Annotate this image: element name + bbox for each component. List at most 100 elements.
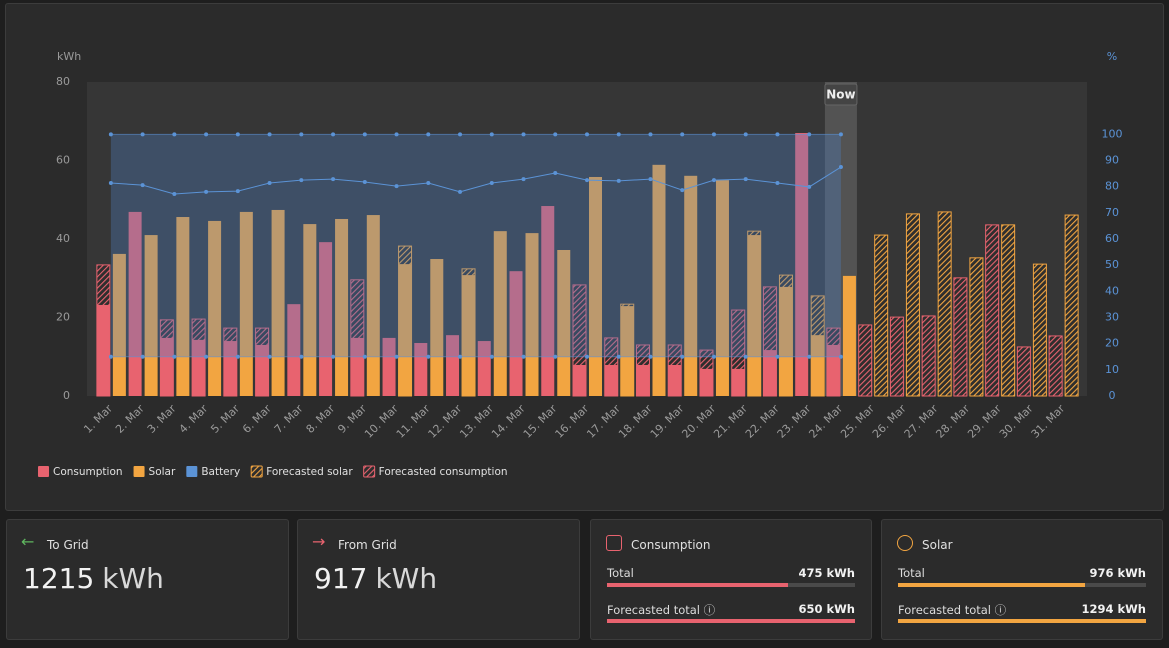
battery-point <box>521 177 526 182</box>
battery-point <box>585 354 589 359</box>
x-tick-label: 4. Mar <box>177 402 211 436</box>
chart: kWh % 0 20 40 60 80 0 10 20 30 40 50 60 70 80 90 100 1. … <box>38 50 1123 478</box>
bar <box>382 337 396 396</box>
bar <box>573 364 586 396</box>
battery-point <box>108 354 113 359</box>
bar <box>477 341 491 396</box>
battery-point <box>489 132 494 137</box>
bar <box>223 341 237 396</box>
battery-point <box>711 178 716 183</box>
bar <box>557 249 571 396</box>
unit: kWh <box>375 562 438 595</box>
battery-point <box>553 171 558 176</box>
bar <box>96 304 110 396</box>
battery-point <box>648 177 653 182</box>
forecast-bar <box>889 316 904 397</box>
legend-swatch <box>250 465 263 478</box>
bar <box>604 364 618 396</box>
battery-point <box>108 132 113 137</box>
bar <box>303 224 317 396</box>
forecast-bar <box>905 213 920 397</box>
battery-point <box>807 132 812 137</box>
x-tick-label: 11. Mar <box>394 402 433 441</box>
legend-label: Solar <box>149 466 176 478</box>
progress-bar <box>607 583 789 587</box>
x-tick-label: 13. Mar <box>457 402 496 441</box>
bar <box>731 368 745 396</box>
forecast-bar <box>1016 346 1031 397</box>
unit: kWh <box>826 602 855 616</box>
battery-point <box>489 354 494 359</box>
info-icon[interactable]: ⓘ <box>700 603 716 617</box>
chart-panel: kWh % 0 20 40 60 80 0 10 20 30 40 50 60 70 80 90 100 1. … <box>5 3 1164 511</box>
value: 1215 <box>23 562 95 595</box>
battery-range-area <box>110 134 841 357</box>
x-tick-label: 14. Mar <box>489 402 528 441</box>
bar <box>176 217 190 396</box>
x-tick-label: 29. Mar <box>965 402 1004 441</box>
forecast-bar <box>969 257 984 397</box>
bar <box>715 180 729 396</box>
card: Consumption Total 475 kWh Forecasted total … <box>590 519 872 640</box>
card-value: 917 kWh <box>314 562 437 595</box>
battery-point <box>331 132 336 137</box>
forecast-bar <box>858 324 873 397</box>
battery-point <box>521 132 526 137</box>
bar <box>541 206 555 396</box>
bar <box>446 335 460 396</box>
bar <box>350 337 364 396</box>
x-tick-label: 5. Mar <box>208 402 242 436</box>
x-tick-label: 27. Mar <box>902 402 941 441</box>
battery-point <box>616 132 621 137</box>
battery-point <box>235 189 240 194</box>
card-title: Consumption <box>631 538 711 552</box>
x-tick-label: 7. Mar <box>272 402 306 436</box>
bar <box>509 271 523 396</box>
battery-point <box>267 354 272 359</box>
battery-point <box>458 189 463 194</box>
battery-point <box>267 181 272 186</box>
forecast-bar <box>874 234 889 397</box>
row-value: 1294 kWh <box>1081 602 1146 616</box>
unit: kWh <box>1117 602 1146 616</box>
now-label: Now <box>826 88 855 102</box>
y2-tick-label: 100 <box>1102 127 1123 140</box>
battery-point <box>616 354 621 359</box>
battery-point <box>172 132 177 137</box>
bar <box>271 209 285 396</box>
bar <box>668 364 682 396</box>
bar <box>366 215 380 396</box>
battery-point <box>838 354 843 359</box>
battery-point <box>553 132 558 137</box>
y2-axis-label: % <box>1107 50 1117 63</box>
battery-point <box>267 132 272 137</box>
bar <box>589 176 602 396</box>
bar <box>493 231 507 396</box>
y2-tick-label: 30 <box>1105 311 1119 324</box>
battery-point <box>585 132 589 137</box>
battery-point <box>648 354 653 359</box>
bar <box>112 253 126 396</box>
x-tick-label: 2. Mar <box>113 402 147 436</box>
bar <box>430 259 444 396</box>
forecast-bar <box>1001 224 1016 397</box>
x-tick-label: 12. Mar <box>426 402 465 441</box>
forecast-bar <box>953 277 968 397</box>
row-value: 650 kWh <box>798 602 855 616</box>
battery-point <box>394 132 399 137</box>
y2-tick-label: 40 <box>1105 284 1119 297</box>
x-tick-label: 8. Mar <box>304 402 338 436</box>
battery-point <box>775 354 780 359</box>
legend-label: Forecasted consumption <box>379 466 508 478</box>
x-tick-label: 23. Mar <box>775 402 814 441</box>
legend-label: Consumption <box>53 466 123 478</box>
info-icon[interactable]: ⓘ <box>991 603 1007 617</box>
y-tick-label: 40 <box>56 232 70 245</box>
bar <box>747 235 761 396</box>
battery-point <box>426 132 431 137</box>
progress-bar <box>898 583 1086 587</box>
x-tick-label: 25. Mar <box>838 402 877 441</box>
x-tick-label: 18. Mar <box>616 402 655 441</box>
row-label: Forecasted total ⓘ <box>898 603 1007 617</box>
row-label: Total <box>607 566 634 580</box>
